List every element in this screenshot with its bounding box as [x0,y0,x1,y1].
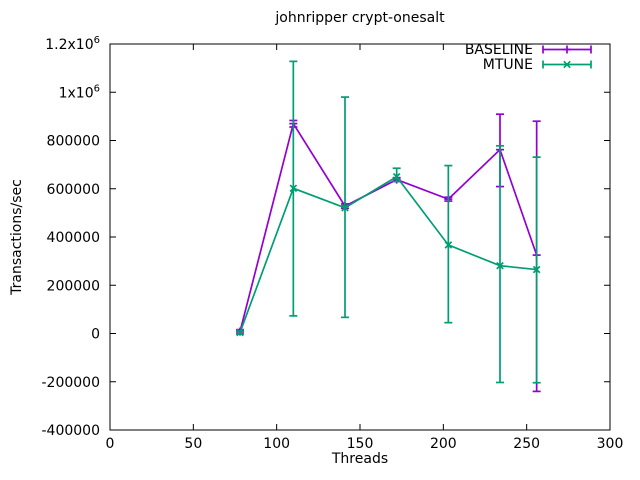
y-axis-label: Transactions/sec [9,179,25,296]
y-tick-label: 1x106 [59,83,100,101]
y-tick-label: 1.2x106 [45,35,100,53]
x-axis-label: Threads [331,451,388,467]
point-marker-cross [444,241,453,249]
point-marker-cross [496,261,504,270]
point-marker-cross [289,184,298,193]
point-marker-cross [236,328,244,337]
point-marker-cross [532,265,541,274]
legend-label-baseline: BASELINE [465,42,533,58]
point-marker-cross [341,204,349,212]
x-tick-label: 100 [263,436,290,452]
y-tick-label: -200000 [42,375,101,391]
plot-border [109,43,611,431]
y-tick-label: 400000 [47,230,100,246]
x-tick-label: 150 [347,436,374,452]
legend-label-mtune: MTUNE [483,57,533,73]
series-line-baseline [239,121,538,332]
y-tick-label: 600000 [47,182,100,198]
chart-title: johnripper crypt-onesalt [274,10,445,26]
plot-area: 0 50 100 150 200 250 300 -400000 -200000 0 200000 4… [42,35,624,452]
x-tick-label: 300 [597,436,624,452]
y-tick-label: -400000 [42,423,101,439]
y-tick-label: 0 [91,327,100,343]
x-tick-label: 200 [430,436,457,452]
y-tick-label: 200000 [47,278,100,294]
x-tick-label: 0 [106,436,115,452]
y-tick-label: 800000 [47,134,100,150]
x-tick-label: 250 [513,436,540,452]
legend-marker-cross [563,60,571,69]
point-marker-cross [392,172,401,181]
x-tick-label: 50 [184,436,202,452]
series-line-mtune [239,175,537,333]
